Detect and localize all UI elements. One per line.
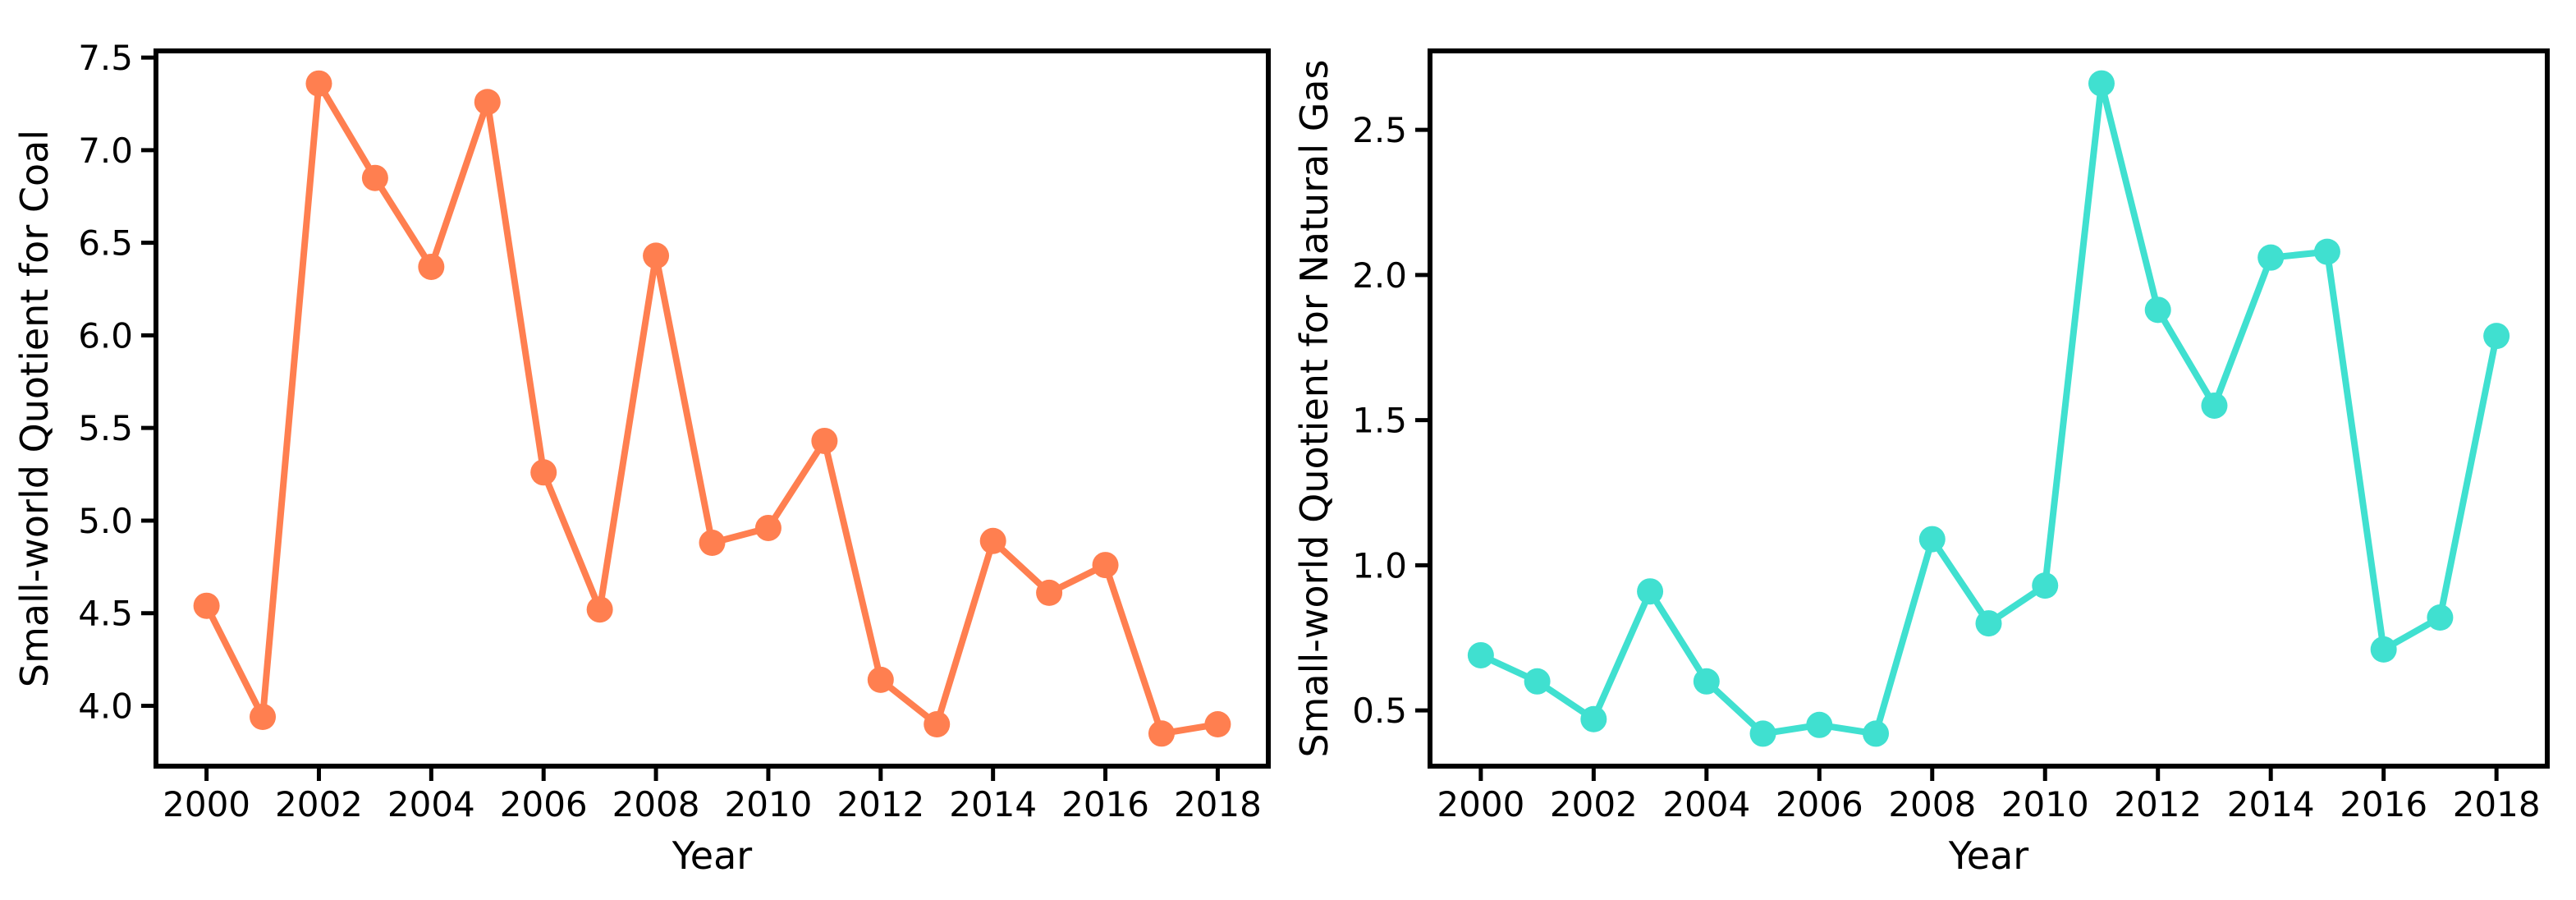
coal-panel: 2000 2002 2004 2006 2008 2010 2012 2014 2016 2018… [12, 38, 1271, 878]
data-point-marker [1693, 668, 1720, 695]
data-point-marker [2201, 392, 2228, 419]
data-point-marker [2088, 70, 2115, 97]
y-tick-label: 5.5 [78, 408, 133, 448]
data-point-marker [1975, 610, 2002, 637]
data-point-marker [2483, 323, 2510, 350]
x-tick-label: 2016 [2340, 784, 2427, 824]
data-point-marker [1467, 641, 1494, 668]
x-tick-label: 2002 [1550, 784, 1638, 824]
data-point-marker [1524, 668, 1551, 695]
x-tick-label: 2018 [2453, 784, 2541, 824]
data-point-marker [1580, 705, 1607, 732]
x-tick-label: 2010 [724, 784, 812, 824]
data-point-marker [361, 164, 388, 191]
x-tick-label: 2004 [387, 784, 475, 824]
x-axis-label: Year [1948, 833, 2028, 878]
x-tick-label: 2006 [500, 784, 588, 824]
data-point-marker [1806, 711, 1833, 738]
data-point-marker [2427, 604, 2454, 631]
x-tick-label: 2000 [1437, 784, 1524, 824]
y-tick-label: 7.0 [78, 131, 133, 171]
data-point-marker [530, 459, 557, 486]
data-point-marker [474, 89, 501, 116]
y-tick-label: 4.0 [78, 686, 133, 726]
data-point-marker [1863, 720, 1890, 747]
coal-chart: 2000 2002 2004 2006 2008 2010 2012 2014 2016 2018… [12, 38, 1271, 878]
y-tick-label: 0.5 [1352, 691, 1407, 731]
x-tick-label: 2002 [275, 784, 363, 824]
x-tick-label: 2012 [2114, 784, 2202, 824]
data-point-marker [867, 666, 894, 693]
data-point-marker [1092, 552, 1119, 579]
data-point-marker [754, 514, 782, 541]
data-point-marker [250, 704, 277, 731]
data-point-marker [2257, 244, 2285, 271]
axes-frame [1428, 48, 2550, 769]
x-tick-label: 2006 [1776, 784, 1863, 824]
data-point-marker [699, 530, 726, 557]
natural-gas-chart: 2000 2002 2004 2006 2008 2010 2012 2014 2016 2018… [1292, 48, 2550, 878]
x-tick-label: 2012 [837, 784, 924, 824]
y-axis-label: Small-world Quotient for Natural Gas [1292, 59, 1336, 757]
data-point-marker [1918, 526, 1946, 553]
data-point-marker [811, 427, 838, 454]
x-tick-label: 2008 [1888, 784, 1976, 824]
data-point-marker [2370, 636, 2397, 663]
y-tick-label: 4.5 [78, 594, 133, 634]
data-point-marker [586, 596, 613, 623]
y-tick-label: 2.0 [1352, 255, 1407, 296]
data-point-marker [643, 242, 670, 269]
x-tick-label: 2018 [1174, 784, 1262, 824]
data-point-marker [979, 527, 1006, 554]
x-tick-label: 2014 [2227, 784, 2315, 824]
x-tick-label: 2016 [1061, 784, 1149, 824]
y-tick-label: 1.0 [1352, 545, 1407, 585]
y-axis-label: Small-world Quotient for Coal [12, 130, 57, 687]
y-tick-label: 6.5 [78, 223, 133, 264]
data-point-marker [193, 592, 220, 619]
data-point-marker [305, 70, 332, 97]
x-tick-label: 2014 [949, 784, 1037, 824]
y-tick-label: 1.5 [1352, 401, 1407, 441]
data-line [203, 80, 1222, 737]
natural-gas-panel: 2000 2002 2004 2006 2008 2010 2012 2014 2016 2018… [1288, 0, 2576, 900]
data-point-marker [2313, 238, 2340, 265]
y-tick-label: 2.5 [1352, 110, 1407, 150]
data-point-marker [1637, 578, 1664, 605]
x-tick-label: 2010 [2001, 784, 2089, 824]
data-point-marker [1749, 720, 1776, 747]
x-tick-label: 2004 [1662, 784, 1750, 824]
x-axis-label: Year [672, 833, 752, 878]
y-tick-label: 7.5 [78, 38, 133, 78]
y-tick-label: 6.0 [78, 315, 133, 356]
y-tick-label: 5.0 [78, 501, 133, 541]
data-point-marker [2032, 572, 2059, 599]
data-point-marker [2144, 296, 2171, 324]
data-point-marker [924, 711, 951, 738]
data-point-marker [418, 253, 445, 280]
data-point-marker [1148, 720, 1175, 747]
data-point-marker [1036, 579, 1063, 606]
data-point-marker [1204, 711, 1231, 738]
x-tick-label: 2000 [163, 784, 250, 824]
axes-frame [154, 48, 1271, 769]
x-tick-label: 2008 [612, 784, 700, 824]
